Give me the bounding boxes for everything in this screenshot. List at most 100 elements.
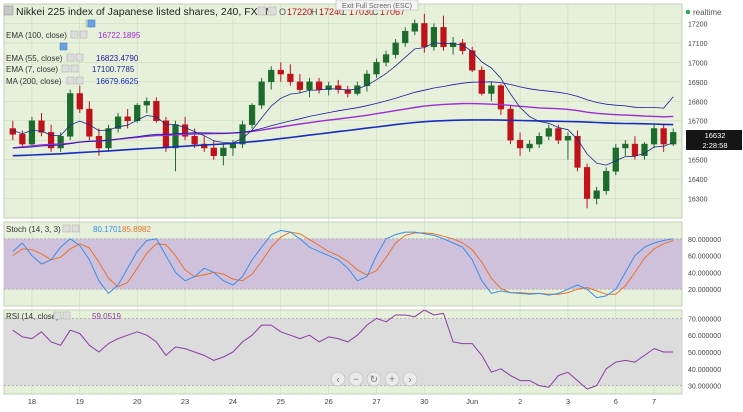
price-panel[interactable] — [3, 3, 683, 219]
candle-body — [76, 93, 83, 110]
candle-body — [57, 136, 64, 149]
candle-body — [67, 93, 74, 137]
candle — [201, 136, 208, 152]
svg-text:‹: ‹ — [336, 375, 339, 386]
exit-fullscreen-button[interactable]: Exit Full Screen (ESC) — [335, 0, 419, 11]
candle — [134, 103, 141, 123]
legend-eye2-icon[interactable] — [59, 42, 68, 51]
candle-body — [143, 101, 150, 106]
ema7-settings-icon[interactable] — [61, 64, 70, 73]
candle-body — [593, 190, 600, 199]
candle — [344, 85, 351, 98]
legend-ma200-label: MA (200, close) — [6, 77, 62, 86]
legend-eye-icon[interactable] — [87, 19, 96, 28]
legend-row-ema100: EMA (100, close) 16722.1895 — [6, 30, 141, 40]
candle-body — [191, 136, 198, 145]
reset-icon[interactable]: ↻ — [366, 371, 382, 387]
stoch-d-value: 85.8982 — [122, 225, 151, 234]
ema100-remove-icon[interactable] — [79, 30, 88, 39]
rsi-tick-label: 70.000000 — [688, 316, 721, 323]
stoch-k-value: 80.1701 — [93, 225, 122, 234]
price-tick-label: 16900 — [688, 80, 708, 87]
x-tick-label: 18 — [28, 397, 36, 406]
x-tick-label: 3 — [566, 397, 570, 406]
candle-body — [507, 108, 514, 141]
legend-ema55-value: 16823.4790 — [96, 54, 139, 63]
indicator-legend: EMA (100, close) 16722.1895 EMA (55, clo… — [6, 19, 141, 86]
rsi-settings-icon[interactable] — [53, 311, 62, 320]
price-plot — [9, 13, 677, 209]
ema7-remove-icon[interactable] — [70, 64, 79, 73]
candle-body — [296, 81, 304, 90]
ema55-remove-icon[interactable] — [75, 53, 84, 62]
settings-icon[interactable] — [257, 6, 267, 16]
visibility-icon[interactable] — [267, 6, 277, 16]
low-value: 17030 — [349, 7, 374, 17]
zoom-out-icon[interactable]: − — [348, 371, 364, 387]
candle-body — [134, 104, 141, 121]
scroll-left-icon[interactable]: ‹ — [330, 371, 346, 387]
x-tick-label: 7 — [652, 397, 656, 406]
stoch-settings-icon[interactable] — [62, 224, 71, 233]
rsi-tick-label: 30.000000 — [688, 384, 721, 391]
price-tick-label: 16500 — [688, 158, 708, 165]
realtime-label: realtime — [693, 8, 722, 17]
candle — [593, 186, 600, 205]
ema7-line — [12, 42, 674, 166]
candle — [497, 83, 505, 115]
candle — [373, 58, 380, 78]
candle — [411, 19, 418, 36]
ma200-settings-icon[interactable] — [66, 76, 75, 85]
legend-ema7-label: EMA (7, close) — [6, 65, 58, 74]
candle — [574, 130, 581, 172]
price-tick-label: 16300 — [688, 197, 708, 204]
price-tick-label: 16800 — [688, 99, 708, 106]
rsi-label: RSI (14, close) — [6, 312, 59, 321]
candle — [449, 37, 457, 55]
open-value: 17220 — [287, 7, 312, 17]
x-tick-label: 23 — [181, 397, 189, 406]
candle — [239, 120, 246, 148]
ema55-line — [12, 81, 674, 149]
candle-body — [306, 81, 313, 90]
candle — [631, 136, 639, 160]
candle-body — [583, 167, 591, 199]
candle-body — [229, 143, 237, 149]
rsi-tick-label: 40.000000 — [688, 367, 721, 374]
stoch-remove-icon[interactable] — [71, 224, 80, 233]
x-tick-label: 30 — [420, 397, 428, 406]
candle — [143, 97, 150, 113]
ema55-settings-icon[interactable] — [66, 53, 75, 62]
candle — [105, 124, 112, 152]
candle-body — [670, 132, 677, 145]
rsi-tick-label: 50.000000 — [688, 350, 721, 357]
candle-body — [210, 147, 217, 156]
low-label: L — [342, 7, 347, 17]
scroll-right-icon[interactable]: › — [402, 371, 418, 387]
candle — [306, 77, 313, 98]
candle-body — [603, 171, 610, 192]
candle-body — [373, 62, 380, 75]
candle — [430, 23, 438, 51]
zoom-in-icon[interactable]: + — [384, 371, 400, 387]
legend-ema7-value: 17100.7785 — [92, 65, 135, 74]
x-tick-label: 6 — [614, 397, 618, 406]
moving-averages — [12, 42, 674, 166]
candle-body — [114, 116, 122, 129]
candle — [86, 101, 93, 141]
candle-body — [382, 54, 390, 63]
candle-body — [555, 128, 562, 141]
legend-ema100-value: 16722.1895 — [98, 31, 141, 40]
candle — [641, 142, 648, 160]
collapse-icon[interactable] — [3, 5, 14, 16]
candle — [536, 132, 543, 148]
x-tick-label: 27 — [372, 397, 380, 406]
rsi-remove-icon[interactable] — [62, 311, 71, 320]
candle-body — [201, 143, 208, 149]
candle-body — [258, 81, 265, 106]
ema100-settings-icon[interactable] — [70, 30, 79, 39]
candle-body — [516, 139, 524, 149]
candle — [315, 77, 323, 94]
ma200-remove-icon[interactable] — [75, 76, 84, 85]
